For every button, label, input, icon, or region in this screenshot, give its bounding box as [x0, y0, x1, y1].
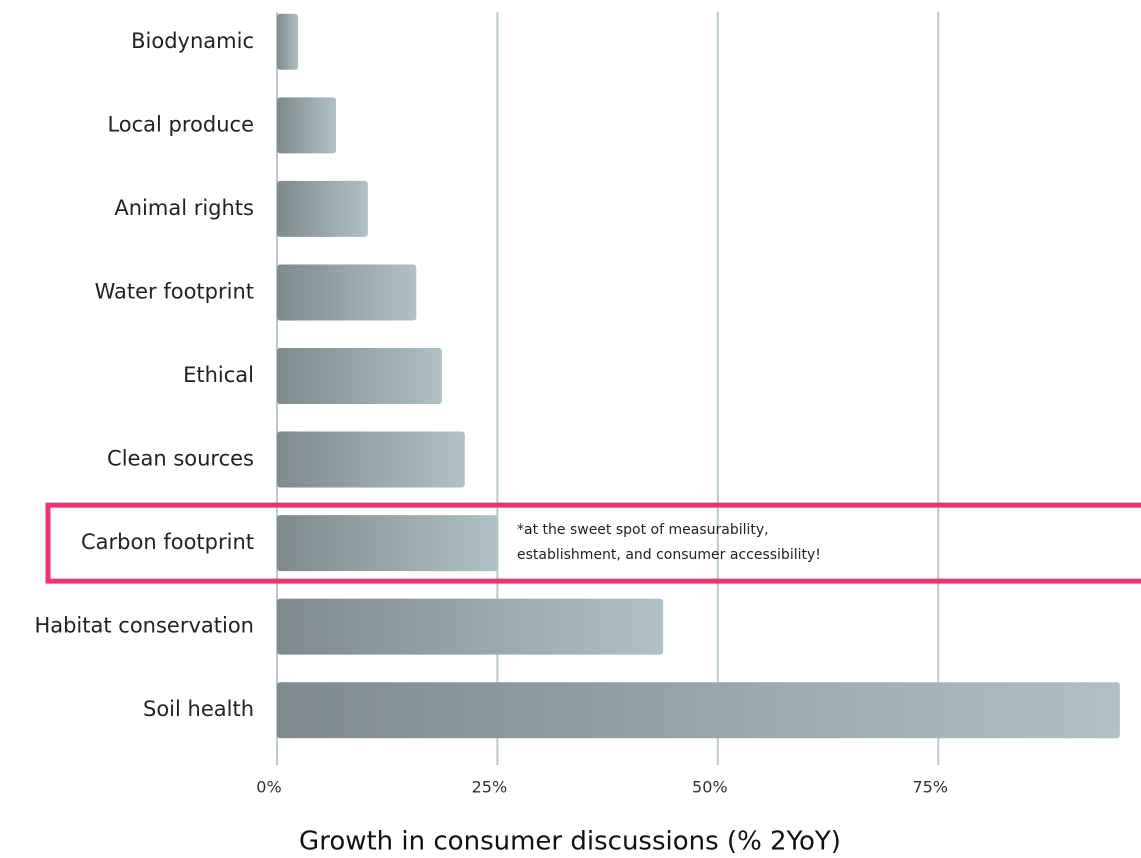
y-tick-label: Carbon footprint — [81, 530, 254, 554]
x-tick-label: 75% — [912, 778, 948, 797]
x-tick-label: 0% — [256, 778, 281, 797]
bar — [277, 180, 368, 237]
x-axis-title: Growth in consumer discussions (% 2YoY) — [299, 827, 841, 857]
y-tick-label: Biodynamic — [131, 29, 254, 53]
x-tick-label: 25% — [472, 778, 508, 797]
bar — [277, 13, 299, 70]
bar — [277, 598, 664, 655]
y-tick-label: Water footprint — [95, 279, 254, 303]
bar — [277, 97, 337, 154]
bar — [277, 515, 498, 572]
y-tick-label: Habitat conservation — [34, 614, 254, 638]
bar — [277, 682, 1120, 739]
y-tick-label: Soil health — [143, 697, 254, 721]
y-tick-label: Animal rights — [114, 196, 254, 220]
bar — [277, 431, 465, 488]
annotation: establishment, and consumer accessibilit… — [517, 547, 821, 563]
y-tick-label: Clean sources — [107, 447, 254, 471]
bar — [277, 348, 442, 404]
x-tick-label: 50% — [692, 778, 728, 797]
annotation: *at the sweet spot of measurability, — [517, 522, 769, 538]
highlight-box — [45, 502, 1141, 584]
y-tick-label: Ethical — [183, 363, 254, 387]
bar — [277, 264, 417, 321]
y-tick-label: Local produce — [107, 112, 254, 136]
